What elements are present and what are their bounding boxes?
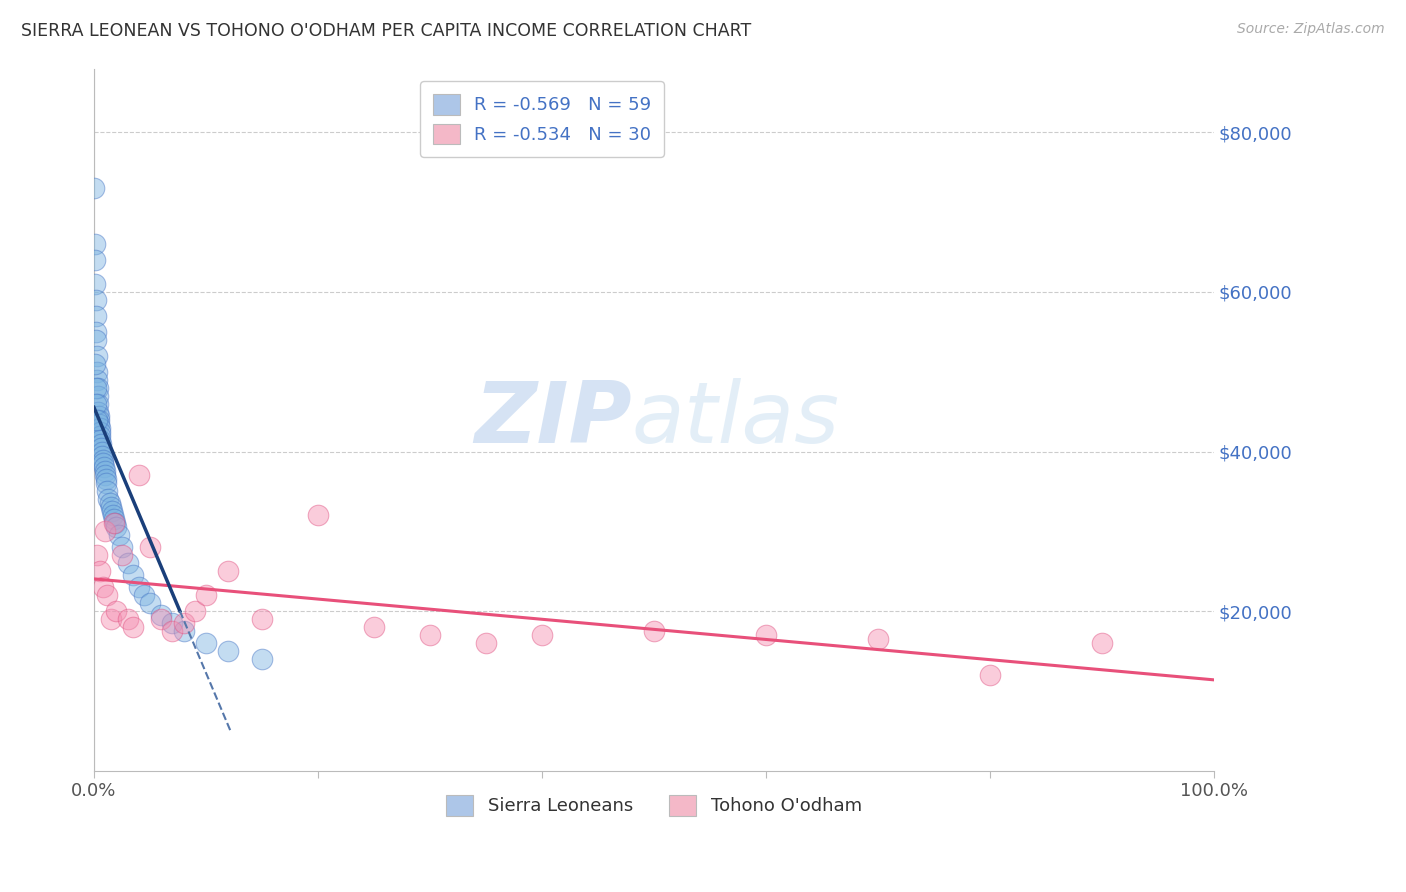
Point	[100, 612, 122, 626]
Point	[91, 452, 114, 467]
Point	[93, 457, 115, 471]
Point	[87, 389, 110, 403]
Point	[103, 512, 125, 526]
Point	[173, 616, 195, 631]
Point	[83, 181, 105, 195]
Point	[89, 425, 111, 439]
Point	[84, 357, 107, 371]
Point	[86, 349, 108, 363]
Point	[122, 620, 145, 634]
Point	[94, 473, 117, 487]
Text: ZIP: ZIP	[474, 378, 631, 461]
Point	[105, 520, 128, 534]
Point	[866, 632, 889, 646]
Point	[86, 373, 108, 387]
Point	[184, 604, 207, 618]
Point	[530, 628, 553, 642]
Point	[84, 325, 107, 339]
Point	[90, 436, 112, 450]
Point	[89, 433, 111, 447]
Point	[122, 568, 145, 582]
Point	[150, 608, 173, 623]
Point	[105, 604, 128, 618]
Point	[162, 624, 184, 638]
Point	[84, 293, 107, 307]
Point	[86, 333, 108, 347]
Point	[162, 616, 184, 631]
Point	[84, 381, 107, 395]
Point	[250, 652, 273, 666]
Point	[89, 564, 111, 578]
Point	[475, 636, 498, 650]
Point	[98, 496, 121, 510]
Text: atlas: atlas	[631, 378, 839, 461]
Point	[84, 253, 107, 268]
Point	[139, 541, 162, 555]
Point	[107, 528, 129, 542]
Point	[90, 441, 112, 455]
Point	[128, 580, 150, 594]
Point	[86, 365, 108, 379]
Point	[89, 428, 111, 442]
Point	[87, 397, 110, 411]
Point	[139, 596, 162, 610]
Point	[250, 612, 273, 626]
Point	[104, 516, 127, 531]
Point	[194, 636, 217, 650]
Point	[134, 588, 156, 602]
Point	[93, 460, 115, 475]
Point	[150, 612, 173, 626]
Point	[979, 668, 1001, 682]
Point	[419, 628, 441, 642]
Point	[217, 644, 239, 658]
Point	[755, 628, 778, 642]
Point	[111, 548, 134, 562]
Point	[1091, 636, 1114, 650]
Point	[87, 404, 110, 418]
Point	[111, 541, 134, 555]
Point	[87, 412, 110, 426]
Point	[84, 309, 107, 323]
Point	[96, 588, 118, 602]
Point	[84, 397, 107, 411]
Text: SIERRA LEONEAN VS TOHONO O'ODHAM PER CAPITA INCOME CORRELATION CHART: SIERRA LEONEAN VS TOHONO O'ODHAM PER CAP…	[21, 22, 751, 40]
Point	[101, 504, 124, 518]
Point	[117, 612, 139, 626]
Point	[87, 409, 110, 423]
Point	[101, 508, 124, 523]
Legend: Sierra Leoneans, Tohono O'odham: Sierra Leoneans, Tohono O'odham	[437, 786, 870, 825]
Point	[96, 484, 118, 499]
Point	[91, 449, 114, 463]
Point	[90, 444, 112, 458]
Point	[86, 548, 108, 562]
Point	[97, 492, 120, 507]
Point	[194, 588, 217, 602]
Point	[89, 417, 111, 431]
Point	[100, 500, 122, 515]
Point	[103, 516, 125, 531]
Point	[94, 468, 117, 483]
Text: Source: ZipAtlas.com: Source: ZipAtlas.com	[1237, 22, 1385, 37]
Point	[96, 476, 118, 491]
Point	[173, 624, 195, 638]
Point	[93, 465, 115, 479]
Point	[217, 564, 239, 578]
Point	[89, 420, 111, 434]
Point	[643, 624, 665, 638]
Point	[117, 556, 139, 570]
Point	[94, 524, 117, 539]
Point	[86, 412, 108, 426]
Point	[128, 468, 150, 483]
Point	[84, 277, 107, 291]
Point	[83, 237, 105, 252]
Point	[86, 381, 108, 395]
Point	[307, 508, 329, 523]
Point	[363, 620, 385, 634]
Point	[91, 580, 114, 594]
